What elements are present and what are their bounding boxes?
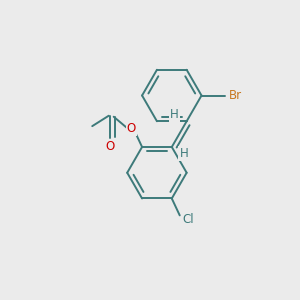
Text: H: H xyxy=(179,147,188,161)
Text: Cl: Cl xyxy=(183,213,194,226)
Text: H: H xyxy=(170,108,179,121)
Text: O: O xyxy=(105,140,114,153)
Text: Br: Br xyxy=(229,89,242,102)
Text: O: O xyxy=(127,122,136,135)
